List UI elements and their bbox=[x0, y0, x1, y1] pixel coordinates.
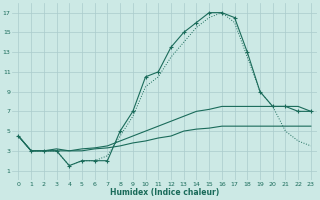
X-axis label: Humidex (Indice chaleur): Humidex (Indice chaleur) bbox=[110, 188, 219, 197]
